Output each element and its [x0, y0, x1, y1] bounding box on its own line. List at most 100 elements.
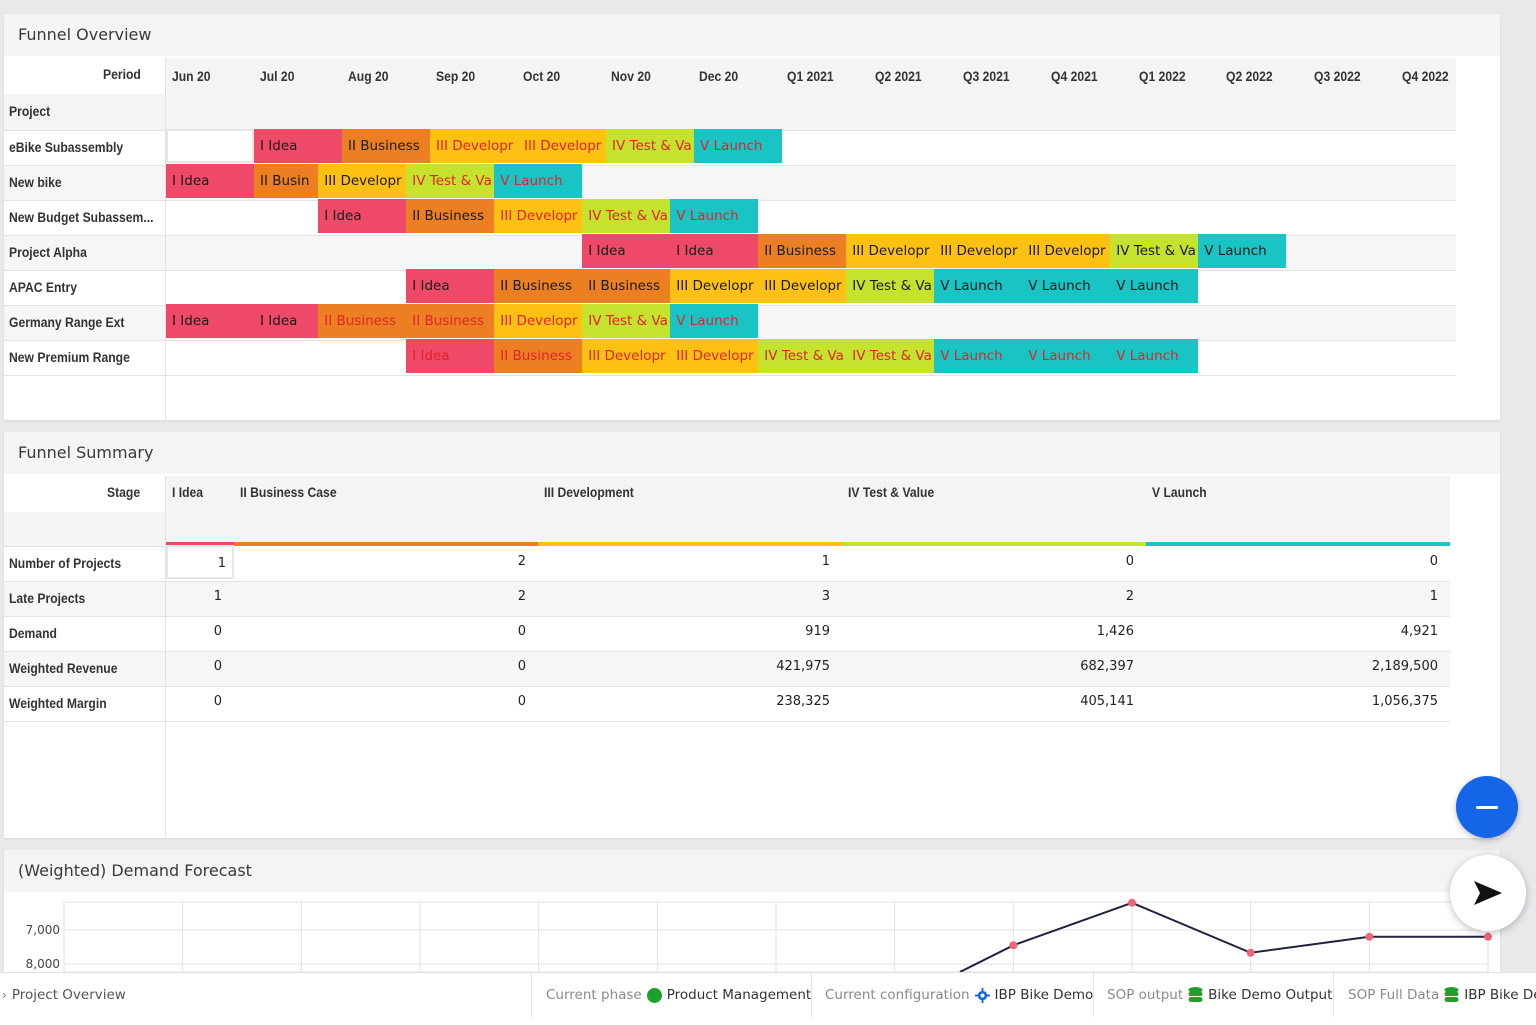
summary-value-cell[interactable]: 1 [1429, 589, 1438, 604]
phase-bar-development[interactable]: III Developr [318, 164, 407, 198]
phase-bar-idea[interactable]: I Idea [254, 304, 319, 338]
summary-value-cell[interactable]: 2,189,500 [1371, 659, 1438, 674]
period-column-header[interactable]: Aug 20 [347, 69, 389, 84]
project-name[interactable]: APAC Entry [9, 280, 77, 295]
summary-value-cell[interactable]: 2 [517, 589, 526, 604]
phase-bar-business[interactable]: II Business [758, 234, 847, 268]
phase-bar-development[interactable]: III Developr [670, 269, 759, 303]
phase-bar-idea[interactable]: I Idea [670, 234, 759, 268]
summary-value-cell[interactable]: 0 [1125, 554, 1134, 569]
period-column-header[interactable]: Q1 2021 [787, 69, 834, 84]
period-column-header[interactable]: Oct 20 [523, 69, 561, 84]
summary-value-cell[interactable]: 1 [213, 589, 222, 604]
phase-bar-idea[interactable]: I Idea [406, 269, 495, 303]
phase-bar-launch[interactable]: V Launch [934, 339, 1023, 373]
period-column-header[interactable]: Q4 2022 [1402, 69, 1449, 84]
phase-bar-business[interactable]: II Business [318, 304, 407, 338]
phase-bar-development[interactable]: III Developr [670, 339, 759, 373]
summary-value-cell[interactable]: 405,141 [1080, 694, 1134, 709]
period-column-header[interactable]: Q1 2022 [1138, 69, 1186, 84]
phase-bar-launch[interactable]: V Launch [1022, 339, 1111, 373]
phase-bar-idea[interactable]: I Idea [406, 339, 495, 373]
summary-value-cell[interactable]: 421,975 [776, 659, 830, 674]
stage-column-header[interactable]: V Launch [1152, 485, 1207, 500]
summary-value-cell[interactable]: 1 [166, 545, 234, 579]
period-column-header[interactable]: Sep 20 [435, 69, 475, 84]
phase-bar-development[interactable]: III Developr [846, 234, 935, 268]
summary-value-cell[interactable]: 0 [213, 624, 222, 639]
summary-value-cell[interactable]: 1,056,375 [1371, 694, 1438, 709]
summary-value-cell[interactable]: 0 [1429, 554, 1438, 569]
summary-value-cell[interactable]: 682,397 [1080, 659, 1134, 674]
project-name[interactable]: New bike [9, 175, 62, 190]
period-column-header[interactable]: Nov 20 [611, 69, 652, 84]
send-button[interactable] [1450, 855, 1526, 931]
phase-bar-test[interactable]: IV Test & Va [1110, 234, 1199, 268]
summary-value-cell[interactable]: 919 [805, 624, 830, 639]
summary-value-cell[interactable]: 1,426 [1096, 624, 1134, 639]
phase-bar-development[interactable]: III Developr [494, 304, 583, 338]
phase-bar-launch[interactable]: V Launch [1110, 339, 1199, 373]
current-configuration[interactable]: Current configuration IBP Bike Demo [825, 973, 1093, 1017]
collapse-button[interactable] [1456, 776, 1518, 838]
phase-bar-development[interactable]: III Developr [430, 129, 518, 163]
phase-bar-development[interactable]: III Developr [518, 129, 606, 163]
phase-bar-idea[interactable]: I Idea [582, 234, 671, 268]
summary-value-cell[interactable]: 0 [517, 624, 526, 639]
phase-bar-idea[interactable]: I Idea [166, 164, 254, 198]
phase-bar-development[interactable]: III Developr [758, 269, 847, 303]
summary-value-cell[interactable]: 238,325 [776, 694, 830, 709]
phase-bar-business[interactable]: II Busin [254, 164, 319, 198]
summary-value-cell[interactable]: 1 [821, 554, 830, 569]
phase-bar-idea[interactable]: I Idea [254, 129, 342, 163]
phase-bar-launch[interactable]: V Launch [494, 164, 583, 198]
phase-bar-test[interactable]: IV Test & Va [582, 199, 671, 233]
phase-bar-launch[interactable]: V Launch [934, 269, 1023, 303]
phase-bar-business[interactable]: II Business [494, 269, 583, 303]
phase-bar-test[interactable]: IV Test & Va [582, 304, 671, 338]
stage-column-header[interactable]: IV Test & Value [848, 485, 935, 500]
phase-bar-test[interactable]: IV Test & Va [606, 129, 694, 163]
phase-bar-test[interactable]: IV Test & Va [846, 269, 935, 303]
period-column-header[interactable]: Jun 20 [172, 69, 211, 84]
phase-bar-business[interactable]: II Business [494, 339, 583, 373]
sop-full-data[interactable]: SOP Full Data IBP Bike Demo [1348, 973, 1536, 1017]
period-column-header[interactable]: Jul 20 [259, 69, 295, 84]
summary-value-cell[interactable]: 2 [517, 554, 526, 569]
project-name[interactable]: eBike Subassembly [9, 140, 124, 155]
stage-column-header[interactable]: II Business Case [240, 485, 337, 500]
period-column-header[interactable]: Q3 2022 [1314, 69, 1361, 84]
project-name[interactable]: Germany Range Ext [9, 315, 125, 330]
project-name[interactable]: New Budget Subassem... [9, 210, 154, 225]
phase-bar-business[interactable]: II Business [582, 269, 671, 303]
phase-bar-launch[interactable]: V Launch [1022, 269, 1111, 303]
phase-bar-development[interactable]: III Developr [934, 234, 1023, 268]
phase-bar-business[interactable]: II Business [342, 129, 430, 163]
phase-bar-launch[interactable]: V Launch [1198, 234, 1287, 268]
period-column-header[interactable]: Q2 2021 [874, 69, 922, 84]
sop-output[interactable]: SOP output Bike Demo Output [1107, 973, 1332, 1017]
phase-bar-launch[interactable]: V Launch [694, 129, 782, 163]
current-phase[interactable]: Current phase Product Management [546, 973, 811, 1017]
phase-bar-idea[interactable]: I Idea [166, 304, 254, 338]
phase-bar-test[interactable]: IV Test & Va [406, 164, 495, 198]
phase-bar-business[interactable]: II Business [406, 199, 495, 233]
phase-bar-idea[interactable]: I Idea [318, 199, 407, 233]
phase-bar-launch[interactable]: V Launch [670, 304, 759, 338]
phase-bar-development[interactable]: III Developr [582, 339, 671, 373]
phase-bar-empty[interactable] [166, 129, 254, 163]
phase-bar-launch[interactable]: V Launch [1110, 269, 1199, 303]
summary-value-cell[interactable]: 3 [821, 589, 830, 604]
stage-column-header[interactable]: III Development [544, 485, 634, 500]
phase-bar-business[interactable]: II Business [406, 304, 495, 338]
summary-value-cell[interactable]: 0 [517, 694, 526, 709]
stage-column-header[interactable]: I Idea [172, 485, 204, 500]
summary-value-cell[interactable]: 0 [517, 659, 526, 674]
summary-value-cell[interactable]: 2 [1125, 589, 1134, 604]
phase-bar-development[interactable]: III Developr [494, 199, 583, 233]
period-column-header[interactable]: Dec 20 [699, 69, 739, 84]
summary-value-cell[interactable]: 0 [213, 659, 222, 674]
summary-value-cell[interactable]: 4,921 [1400, 624, 1438, 639]
period-column-header[interactable]: Q3 2021 [962, 69, 1010, 84]
project-name[interactable]: New Premium Range [9, 350, 130, 365]
